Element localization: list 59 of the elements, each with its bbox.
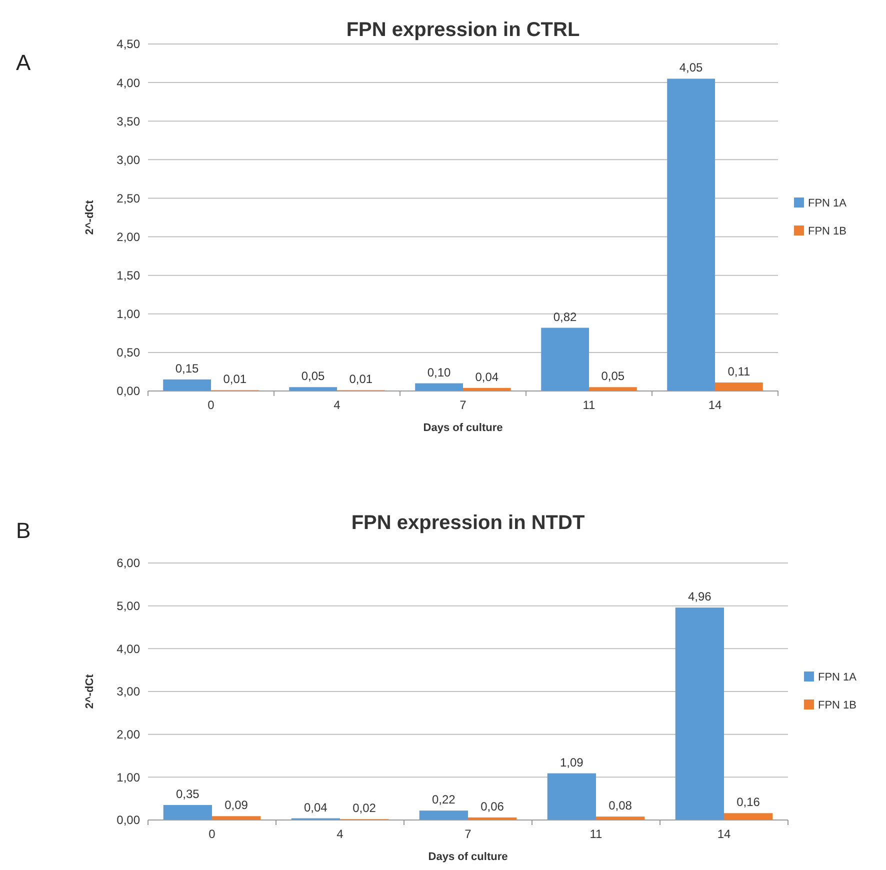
x-tick-label: 7 — [460, 398, 467, 412]
x-tick-label: 4 — [336, 827, 344, 841]
data-label: 0,04 — [475, 370, 499, 384]
y-tick-label: 3,00 — [116, 152, 140, 167]
data-label: 4,05 — [679, 60, 704, 75]
x-tick-label: 7 — [464, 827, 472, 841]
y-tick-label: 0,00 — [116, 384, 140, 398]
x-tick-label: 14 — [717, 827, 731, 841]
data-label: 0,02 — [352, 801, 376, 816]
y-tick-label: 1,00 — [116, 307, 140, 322]
y-axis-title: 2^-dCt — [84, 200, 96, 235]
x-tick-label: 11 — [590, 827, 603, 841]
legend-label: FPN 1B — [818, 700, 857, 712]
y-tick-label: 5,00 — [116, 599, 140, 614]
x-tick-label: 0 — [208, 398, 215, 412]
y-tick-label: 0,50 — [116, 346, 140, 360]
data-label: 4,96 — [688, 590, 712, 604]
y-tick-label: 4,00 — [116, 642, 140, 656]
data-label: 0,06 — [480, 799, 504, 814]
data-label: 0,10 — [427, 365, 452, 380]
y-tick-label: 3,00 — [116, 684, 140, 699]
x-tick-label: 14 — [708, 398, 722, 412]
y-tick-label: 6,00 — [116, 556, 140, 570]
y-tick-label: 2,00 — [116, 230, 140, 244]
data-label: 0,01 — [223, 372, 247, 386]
data-label: 0,82 — [553, 310, 578, 324]
x-tick-label: 11 — [582, 398, 596, 412]
legend-label: FPN 1B — [808, 226, 847, 238]
x-tick-label: 0 — [208, 827, 216, 841]
text: B — [16, 518, 31, 543]
data-label: 0,15 — [175, 361, 200, 376]
y-tick-label: 1,50 — [116, 268, 140, 283]
data-label: 1,09 — [560, 755, 584, 770]
y-tick-label: 3,50 — [116, 114, 140, 128]
y-axis-title: 2^-dCt — [84, 674, 96, 709]
data-label: 0,16 — [736, 795, 760, 810]
y-tick-label: 0,00 — [116, 813, 140, 828]
data-label: 0,05 — [301, 369, 326, 384]
legend-label: FPN 1A — [808, 198, 848, 210]
text: A — [16, 50, 31, 75]
legend-label: FPN 1A — [818, 672, 858, 684]
y-tick-label: 2,00 — [116, 728, 140, 742]
data-label: 0,11 — [728, 364, 750, 379]
data-label: 0,05 — [601, 369, 625, 384]
y-tick-label: 1,00 — [116, 770, 140, 784]
x-tick-label: 4 — [334, 398, 341, 412]
data-label: 0,35 — [176, 787, 200, 802]
data-label: 0,01 — [349, 372, 373, 386]
y-tick-label: 2,50 — [116, 191, 140, 206]
x-axis-title: Days of culture — [423, 422, 503, 434]
data-label: 0,04 — [304, 800, 328, 814]
chart-title: FPN expression in CTRL — [346, 19, 580, 41]
x-axis-title: Days of culture — [428, 851, 508, 863]
data-label: 0,08 — [608, 798, 632, 813]
data-label: 0,09 — [224, 798, 248, 812]
y-tick-label: 4,50 — [116, 37, 140, 52]
chart-title: FPN expression in NTDT — [351, 512, 585, 534]
y-tick-label: 4,00 — [116, 76, 140, 90]
data-label: 0,22 — [432, 792, 456, 807]
